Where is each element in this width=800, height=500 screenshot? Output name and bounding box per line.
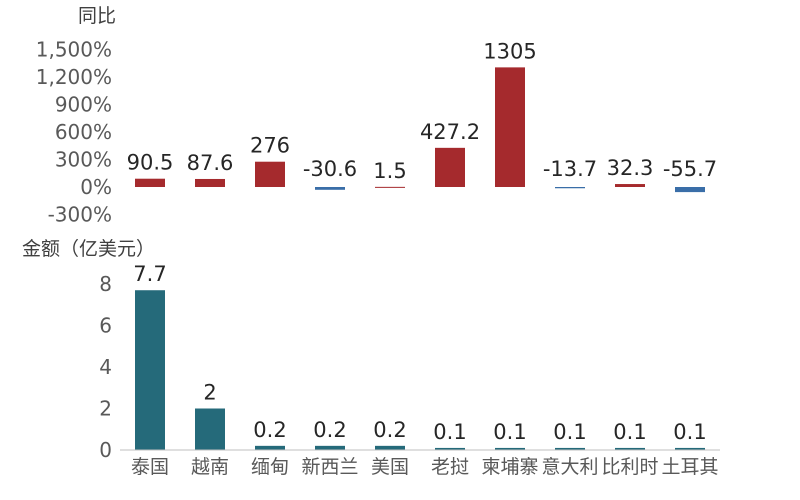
amount-bar <box>615 447 645 450</box>
yoy-bar <box>195 178 225 187</box>
amount-y-tick-label: 0 <box>99 438 112 462</box>
amount-data-label: 2 <box>203 381 216 405</box>
amount-data-label: 0.1 <box>433 420 466 444</box>
yoy-data-label: 90.5 <box>127 151 174 175</box>
category-label: 越南 <box>191 456 229 478</box>
category-label: 美国 <box>371 456 409 478</box>
yoy-y-tick-label: -300% <box>48 203 112 227</box>
amount-y-tick-label: 8 <box>99 272 112 296</box>
amount-y-tick-label: 6 <box>99 314 112 338</box>
amount-bar <box>135 290 165 450</box>
category-label: 柬埔寨 <box>481 456 538 478</box>
amount-data-label: 0.2 <box>373 418 406 442</box>
yoy-y-tick-label: 1,200% <box>36 65 112 89</box>
yoy-bars <box>135 67 705 193</box>
yoy-data-label: 276 <box>250 134 290 158</box>
amount-chart: 金额（亿美元） 0 2 4 6 8 7.7 2 0.2 0.2 0.2 0.1 0.1 0.1 0.1 0… <box>22 238 720 478</box>
yoy-y-axis: -300% 0% 300% 600% 900% 1,200% 1,500% <box>36 38 112 227</box>
yoy-bar <box>435 147 465 187</box>
category-label: 泰国 <box>131 456 169 478</box>
amount-bar <box>255 445 285 450</box>
amount-bar <box>675 447 705 450</box>
amount-data-label: 0.1 <box>493 420 526 444</box>
category-label: 老挝 <box>431 456 469 478</box>
amount-chart-title: 金额（亿美元） <box>22 238 155 260</box>
category-label: 比利时 <box>601 456 658 478</box>
yoy-data-label: 32.3 <box>607 156 654 180</box>
yoy-bar <box>615 184 645 187</box>
yoy-y-tick-label: 900% <box>55 93 112 117</box>
category-label: 新西兰 <box>301 456 358 478</box>
yoy-data-label: 1.5 <box>373 159 406 183</box>
yoy-chart: 同比 -300% 0% 300% 600% 900% 1,200% 1,500% 90.5 8… <box>36 5 717 227</box>
amount-bars <box>135 290 705 450</box>
yoy-bar <box>375 186 405 188</box>
yoy-bar <box>555 187 585 189</box>
yoy-chart-title: 同比 <box>78 5 116 27</box>
category-label: 意大利 <box>541 456 598 478</box>
amount-y-tick-label: 4 <box>99 355 112 379</box>
amount-data-label: 0.1 <box>613 420 646 444</box>
amount-y-axis: 0 2 4 6 8 <box>99 272 112 462</box>
yoy-data-label: -30.6 <box>303 157 357 181</box>
amount-data-label: 0.1 <box>553 420 586 444</box>
yoy-data-label: 1305 <box>483 39 536 63</box>
yoy-data-label: 87.6 <box>187 151 234 175</box>
yoy-data-label: -13.7 <box>543 157 597 181</box>
amount-bar <box>375 445 405 450</box>
yoy-y-tick-label: 0% <box>80 175 112 199</box>
amount-data-label: 0.2 <box>253 418 286 442</box>
yoy-data-label: 427.2 <box>420 120 480 144</box>
yoy-bar <box>135 178 165 187</box>
yoy-data-labels: 90.5 87.6 276 -30.6 1.5 427.2 1305 -13.7 32.3 -55… <box>127 39 718 182</box>
amount-data-label: 7.7 <box>133 262 166 286</box>
yoy-bar <box>675 187 705 193</box>
amount-bar <box>555 447 585 450</box>
category-label: 缅甸 <box>251 456 289 478</box>
amount-bar <box>315 445 345 450</box>
yoy-bar <box>495 67 525 187</box>
yoy-y-tick-label: 600% <box>55 120 112 144</box>
amount-data-label: 0.1 <box>673 420 706 444</box>
yoy-y-tick-label: 300% <box>55 148 112 172</box>
yoy-bar <box>315 187 345 190</box>
amount-bar <box>495 447 525 450</box>
yoy-y-tick-label: 1,500% <box>36 38 112 62</box>
amount-bar <box>195 408 225 450</box>
amount-data-labels: 7.7 2 0.2 0.2 0.2 0.1 0.1 0.1 0.1 0.1 <box>133 262 706 444</box>
amount-y-tick-label: 2 <box>99 397 112 421</box>
category-axis-labels: 泰国 越南 缅甸 新西兰 美国 老挝 柬埔寨 意大利 比利时 土耳其 <box>131 456 719 478</box>
amount-bar <box>435 447 465 450</box>
yoy-data-label: -55.7 <box>663 157 717 181</box>
yoy-bar <box>255 161 285 187</box>
amount-data-label: 0.2 <box>313 418 346 442</box>
category-label: 土耳其 <box>661 456 718 478</box>
